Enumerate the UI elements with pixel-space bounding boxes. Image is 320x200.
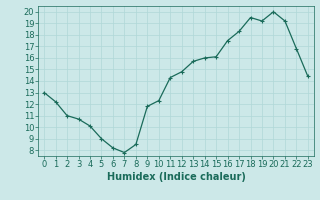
X-axis label: Humidex (Indice chaleur): Humidex (Indice chaleur)	[107, 172, 245, 182]
